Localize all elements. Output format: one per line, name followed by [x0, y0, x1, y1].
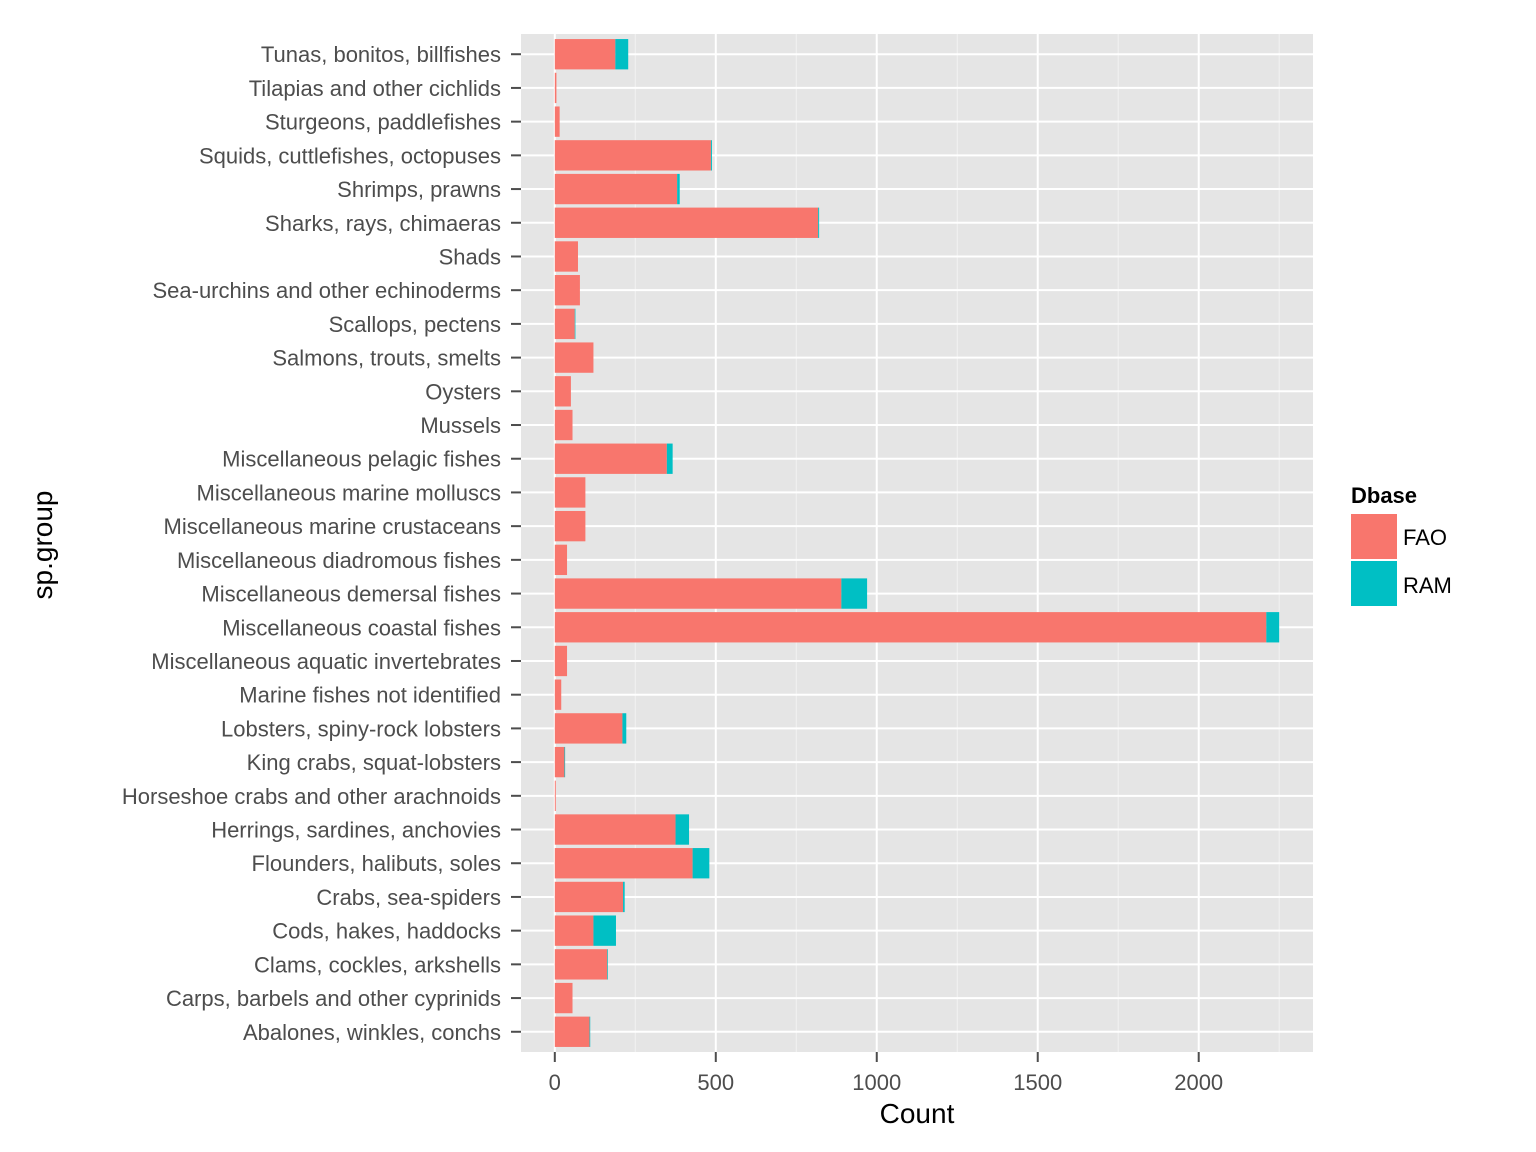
y-tick-label: Miscellaneous diadromous fishes — [177, 548, 501, 573]
bar-fao — [554, 409, 573, 441]
bar-ram — [623, 881, 625, 913]
x-axis: 0 500 1000 1500 2000 — [549, 1052, 1223, 1095]
bar-fao — [554, 814, 676, 845]
bar-fao — [554, 443, 667, 474]
legend-key-ram — [1351, 561, 1397, 606]
legend: Dbase FAO RAM — [1351, 483, 1452, 606]
y-tick-label: Miscellaneous demersal fishes — [201, 582, 501, 607]
x-axis-title: Count — [880, 1098, 955, 1129]
y-tick-label: Cods, hakes, haddocks — [272, 919, 501, 944]
y-tick-label: Flounders, halibuts, soles — [252, 851, 501, 876]
major-gridlines — [521, 34, 1313, 1052]
bar-fao — [554, 881, 624, 913]
legend-key-fao — [1351, 514, 1397, 559]
bar-fao — [554, 510, 586, 542]
bar-fao — [554, 140, 711, 171]
bar-fao — [554, 949, 608, 980]
x-tick-label: 1000 — [852, 1070, 901, 1095]
bar-ram — [666, 443, 673, 474]
bar-ram — [589, 1016, 591, 1047]
bar-fao — [554, 612, 1267, 643]
bars-layer — [554, 39, 1280, 1047]
bar-fao — [554, 1016, 590, 1047]
bar-ram — [564, 746, 566, 778]
y-tick-label: Tunas, bonitos, billfishes — [261, 42, 501, 67]
bar-fao — [554, 275, 580, 306]
bar-fao — [554, 308, 575, 340]
legend-title: Dbase — [1351, 483, 1417, 508]
y-tick-label: Horseshoe crabs and other arachnoids — [122, 784, 501, 809]
bar-fao — [554, 477, 586, 508]
bar-ram — [615, 39, 629, 70]
bar-fao — [554, 645, 568, 677]
bar-fao — [554, 679, 562, 710]
bar-ram — [710, 140, 712, 171]
y-tick-label: King crabs, squat-lobsters — [247, 750, 501, 775]
y-axis-title: sp.group — [27, 491, 58, 600]
y-axis: Abalones, winkles, conchs Carps, barbels … — [122, 42, 521, 1045]
bar-ram — [593, 915, 616, 946]
bar-fao — [554, 578, 842, 609]
bar-ram — [622, 713, 627, 744]
legend-label-ram: RAM — [1403, 573, 1452, 598]
bar-fao — [554, 173, 678, 205]
x-tick-label: 500 — [697, 1070, 734, 1095]
bar-fao — [554, 746, 565, 778]
y-tick-label: Clams, cockles, arkshells — [254, 952, 501, 977]
bar-fao — [554, 713, 623, 744]
x-tick-label: 2000 — [1174, 1070, 1223, 1095]
y-tick-label: Salmons, trouts, smelts — [272, 346, 501, 371]
y-tick-label: Abalones, winkles, conchs — [243, 1020, 501, 1045]
bar-ram — [692, 848, 710, 879]
y-tick-label: Carps, barbels and other cyprinids — [166, 986, 501, 1011]
bar-fao — [554, 982, 573, 1014]
y-tick-label: Mussels — [420, 413, 501, 438]
y-tick-label: Sharks, rays, chimaeras — [265, 211, 501, 236]
y-tick-label: Shads — [439, 244, 501, 269]
bar-fao — [554, 780, 556, 811]
x-tick-label: 1500 — [1013, 1070, 1062, 1095]
bar-ram — [574, 308, 576, 340]
y-tick-label: Oysters — [425, 379, 501, 404]
y-tick-label: Miscellaneous marine molluscs — [197, 480, 501, 505]
bar-fao — [554, 106, 560, 137]
y-tick-label: Marine fishes not identified — [239, 683, 501, 708]
y-tick-label: Crabs, sea-spiders — [316, 885, 501, 910]
bar-fao — [554, 72, 557, 104]
bar-ram — [607, 949, 608, 980]
x-tick-label: 0 — [549, 1070, 561, 1095]
y-tick-label: Squids, cuttlefishes, octopuses — [199, 143, 501, 168]
bar-ram — [677, 173, 680, 205]
y-tick-label: Miscellaneous aquatic invertebrates — [151, 649, 501, 674]
y-tick-label: Miscellaneous coastal fishes — [222, 615, 501, 640]
bar-fao — [554, 39, 616, 70]
y-tick-label: Miscellaneous marine crustaceans — [164, 514, 502, 539]
y-tick-label: Tilapias and other cichlids — [249, 76, 501, 101]
legend-label-fao: FAO — [1403, 525, 1447, 550]
bar-fao — [554, 848, 693, 879]
y-tick-label: Herrings, sardines, anchovies — [211, 818, 501, 843]
bar-fao — [554, 207, 819, 238]
bar-ram — [841, 578, 868, 609]
bar-fao — [554, 544, 568, 576]
y-tick-label: Sea-urchins and other echinoderms — [152, 278, 501, 303]
bar-ram — [818, 207, 820, 238]
y-tick-label: Sturgeons, paddlefishes — [265, 110, 501, 135]
y-tick-label: Miscellaneous pelagic fishes — [222, 447, 501, 472]
bar-fao — [554, 376, 571, 407]
bar-ram — [675, 814, 690, 845]
y-tick-label: Scallops, pectens — [329, 312, 501, 337]
bar-ram — [1266, 612, 1280, 643]
bar-fao — [554, 342, 594, 373]
y-tick-label: Shrimps, prawns — [337, 177, 501, 202]
bar-fao — [554, 915, 594, 946]
y-tick-label: Lobsters, spiny-rock lobsters — [221, 716, 501, 741]
bar-fao — [554, 241, 578, 272]
